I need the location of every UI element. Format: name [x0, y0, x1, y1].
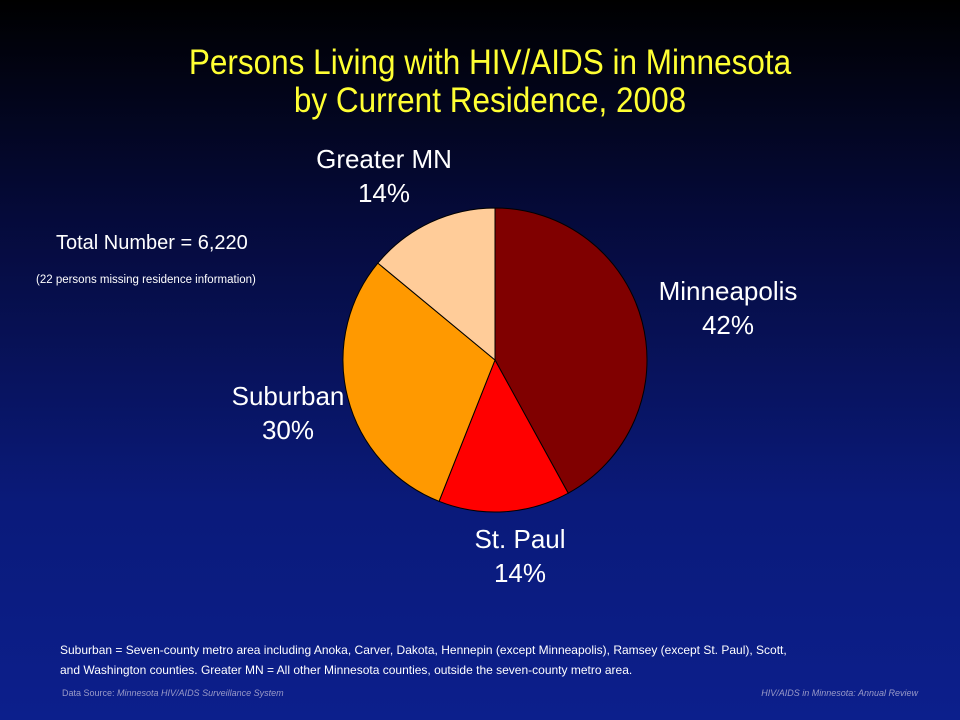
chart-title-line-2: by Current Residence, 2008 [293, 81, 687, 120]
footnote-line-2: and Washington counties. Greater MN = Al… [60, 663, 633, 677]
pie-slice-minneapolis [494, 207, 648, 494]
slice-label-greater-mn: Greater MN [316, 144, 452, 174]
data-source-prefix: Data Source: [62, 688, 118, 698]
slice-percent-minneapolis: 42% [702, 310, 754, 340]
data-source: Data Source: Minnesota HIV/AIDS Surveill… [62, 688, 284, 698]
pie-slice-st-paul [438, 358, 569, 513]
footnote: Suburban = Seven-county metro area inclu… [60, 640, 920, 680]
slice-label-st-paul: St. Paul [474, 524, 565, 554]
missing-info-annotation: (22 persons missing residence informatio… [36, 274, 256, 286]
footnote-line-1: Suburban = Seven-county metro area inclu… [60, 643, 787, 657]
slice-label-suburban: Suburban [232, 381, 345, 411]
report-name: HIV/AIDS in Minnesota: Annual Review [761, 688, 918, 698]
slice-percent-greater-mn: 14% [358, 178, 410, 208]
slice-label-minneapolis: Minneapolis [659, 276, 798, 306]
slice-percent-suburban: 30% [262, 415, 314, 445]
pie-slice-greater-mn [377, 207, 496, 362]
chart-title: Persons Living with HIV/AIDS in Minnesot… [49, 44, 931, 120]
chart-title-line-1: Persons Living with HIV/AIDS in Minnesot… [188, 43, 792, 82]
pie-slice-suburban [342, 262, 496, 502]
data-source-name: Minnesota HIV/AIDS Surveillance System [117, 688, 284, 698]
total-number-annotation: Total Number = 6,220 [56, 232, 248, 254]
slice-percent-st-paul: 14% [494, 558, 546, 588]
